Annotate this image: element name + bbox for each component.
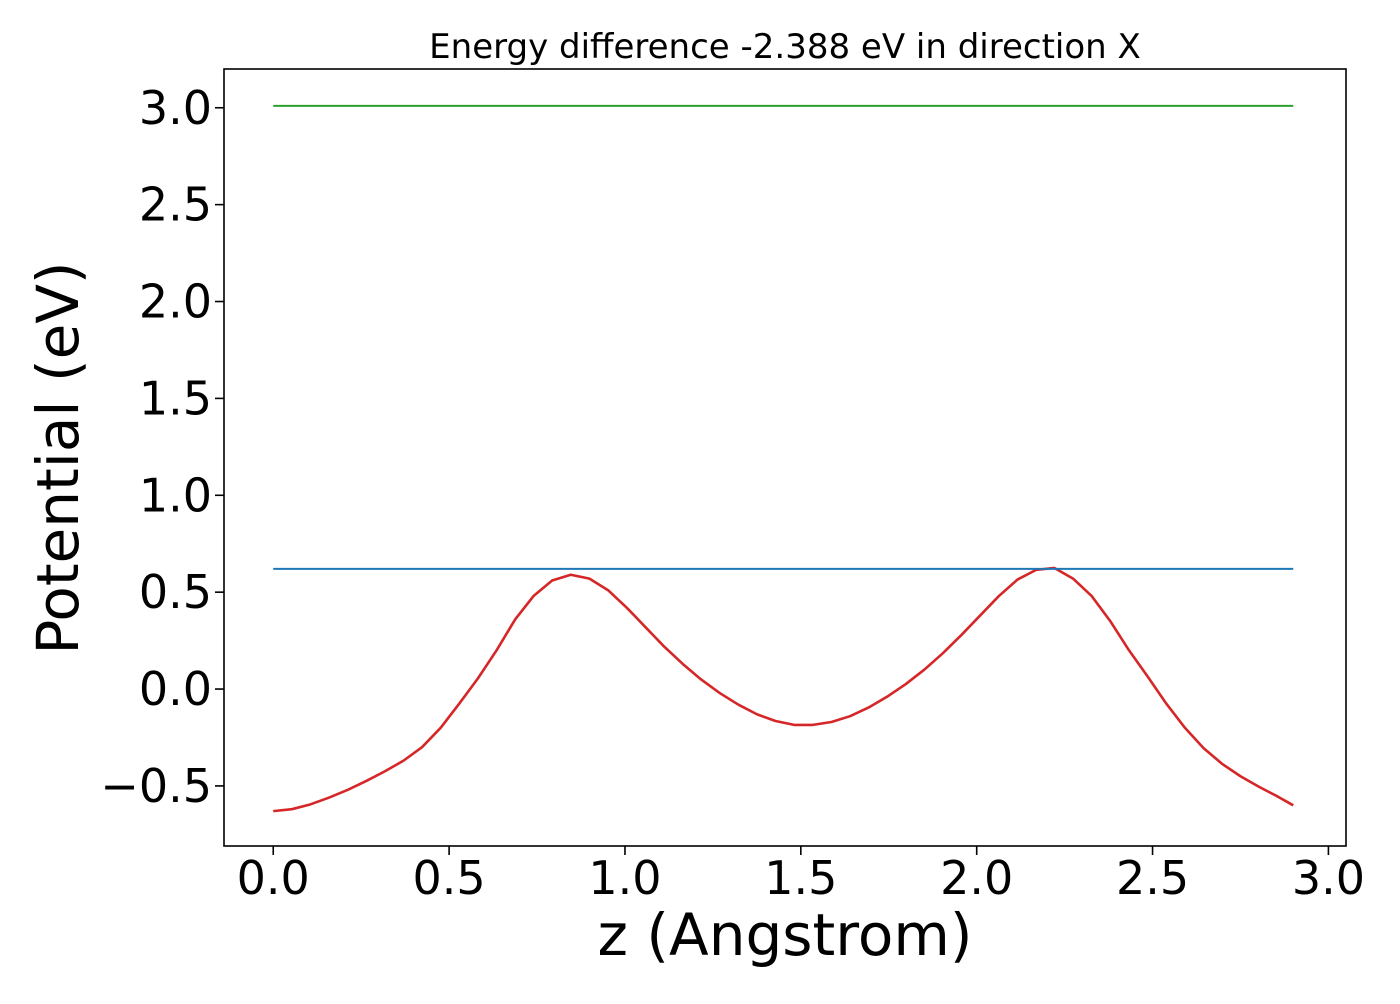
x-axis-label: z (Angstrom) [598,901,973,969]
x-tick-label: 2.0 [940,851,1013,905]
y-tick-label: 3.0 [139,81,212,135]
plot-frame [223,68,1347,847]
y-tick-label: −0.5 [100,759,212,813]
series-layer [273,104,1294,813]
y-tick-label: 1.0 [139,468,212,522]
x-tick-label: 1.5 [764,851,837,905]
y-tick-label: 2.0 [139,275,212,329]
y-tick-label: 0.0 [139,662,212,716]
y-tick-label: 0.5 [139,565,212,619]
ticks-layer: 0.0 0.5 1.0 1.5 2.0 2.5 3.0 −0.5 0.0 0.5 1.0 1.5 2.0… [100,81,1365,905]
x-tick-label: 1.0 [588,851,661,905]
x-tick-label: 0.5 [413,851,486,905]
potential-curve [273,566,1294,813]
x-tick-label: 2.5 [1116,851,1189,905]
y-axis-label: Potential (eV) [24,261,92,654]
x-tick-label: 0.0 [237,851,310,905]
y-tick-label: 2.5 [139,178,212,232]
x-tick-label: 3.0 [1292,851,1365,905]
chart-title: Energy difference -2.388 eV in direction… [429,27,1141,67]
y-tick-label: 1.5 [139,371,212,425]
